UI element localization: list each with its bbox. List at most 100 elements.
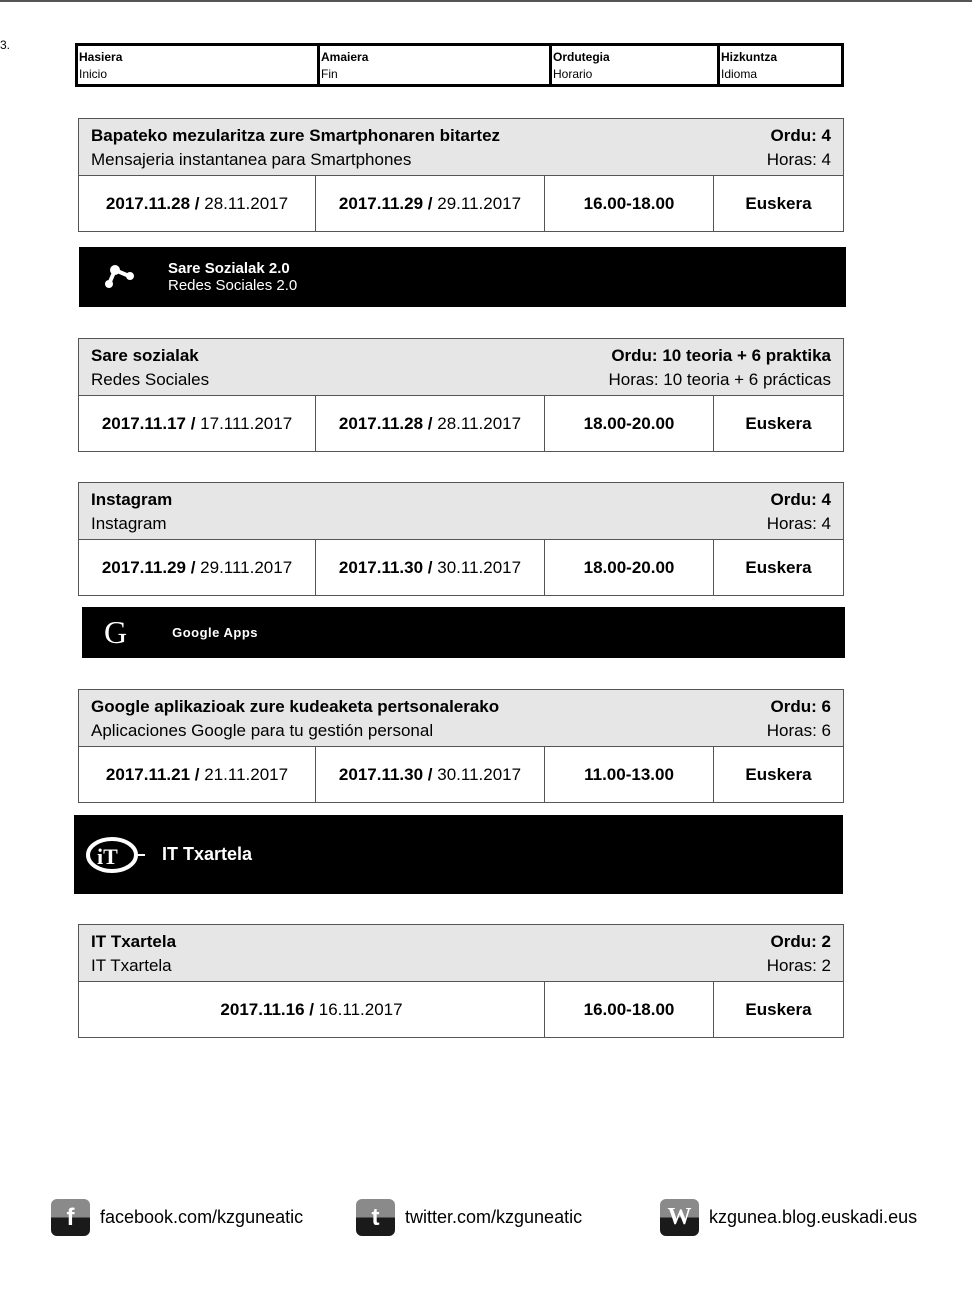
- course-table: Sare sozialak Redes Sociales Ordu: 10 teor…: [78, 338, 844, 452]
- date-eu: 2017.11.16: [220, 999, 305, 1019]
- language-cell: Euskera: [714, 396, 843, 451]
- end-date-sep: /: [423, 764, 438, 784]
- end-date-es: 28.11.2017: [437, 413, 522, 433]
- top-border: [0, 0, 972, 2]
- header-language-es: Idioma: [721, 67, 758, 81]
- schedule-cell: 18.00-20.00: [545, 540, 714, 595]
- language: Euskera: [745, 193, 812, 213]
- schedule-time: 16.00-18.00: [583, 193, 675, 213]
- schedule-cell: 16.00-18.00: [545, 982, 714, 1037]
- course-row: 2017.11.16 / 16.11.2017 16.00-18.00 Eusker…: [79, 982, 843, 1037]
- course-hours-es: Horas: 4: [766, 150, 831, 169]
- end-date-es: 30.11.2017: [437, 557, 522, 577]
- start-date-es: 17.111.2017: [200, 413, 293, 433]
- start-date-sep: /: [190, 193, 205, 213]
- course-title: Google aplikazioak zure kudeaketa pertso…: [91, 695, 499, 746]
- date-es: 16.11.2017: [318, 999, 403, 1019]
- banner-title: Sare Sozialak 2.0: [168, 260, 290, 277]
- start-date-es: 29.111.2017: [200, 557, 293, 577]
- schedule-cell: 16.00-18.00: [545, 176, 714, 231]
- header-start-eu: Hasiera: [79, 50, 123, 64]
- start-date-eu: 2017.11.17: [101, 413, 186, 433]
- footer-facebook-link[interactable]: f facebook.com/kzguneatic: [51, 1199, 303, 1236]
- column-header-table: Hasiera Inicio Amaiera Fin Ordutegia Horari…: [75, 43, 844, 87]
- course-table: Google aplikazioak zure kudeaketa pertso…: [78, 689, 844, 803]
- banner-title: Google Apps: [172, 625, 259, 640]
- course-title: Instagram Instagram: [91, 488, 172, 539]
- footer-twitter-label[interactable]: twitter.com/kzguneatic: [405, 1207, 583, 1227]
- twitter-icon: t: [356, 1199, 395, 1236]
- start-date-sep: /: [185, 557, 201, 577]
- schedule-time: 18.00-20.00: [583, 413, 675, 433]
- course-title-eu: Bapateko mezularitza zure Smartphonaren …: [91, 126, 501, 145]
- wordpress-icon: W: [660, 1199, 699, 1236]
- end-date: 2017.11.28 / 28.11.2017: [316, 396, 545, 451]
- end-date-eu: 2017.11.30: [338, 557, 424, 577]
- course-title-eu: Instagram: [91, 490, 173, 509]
- course-header: IT Txartela IT Txartela Ordu: 2 Horas: 2: [79, 925, 843, 982]
- start-date-sep: /: [185, 413, 201, 433]
- footer-facebook-label[interactable]: facebook.com/kzguneatic: [100, 1207, 304, 1227]
- start-date: 2017.11.28 / 28.11.2017: [79, 176, 316, 231]
- course-title-es: Redes Sociales: [91, 370, 210, 389]
- course-table: Bapateko mezularitza zure Smartphonaren …: [78, 118, 844, 232]
- course-row: 2017.11.21 / 21.11.2017 2017.11.30 / 30.1…: [79, 747, 843, 802]
- footer-blog-label[interactable]: kzgunea.blog.euskadi.eus: [709, 1207, 918, 1227]
- course-title-es: Instagram: [91, 514, 167, 533]
- course-hours: Ordu: 2 Horas: 2: [767, 930, 831, 981]
- course-title-eu: IT Txartela: [91, 932, 177, 951]
- date-sep: /: [304, 999, 319, 1019]
- course-hours: Ordu: 10 teoria + 6 praktika Horas: 10 te…: [608, 344, 831, 395]
- course-title: IT Txartela IT Txartela: [91, 930, 176, 981]
- course-title: Bapateko mezularitza zure Smartphonaren …: [91, 124, 500, 175]
- schedule-cell: 11.00-13.00: [545, 747, 714, 802]
- start-date-sep: /: [190, 764, 205, 784]
- banner-title: IT Txartela: [162, 844, 253, 864]
- google-g-icon: G: [104, 614, 128, 650]
- start-date: 2017.11.17 / 17.111.2017: [79, 396, 316, 451]
- start-date-es: 21.11.2017: [204, 764, 289, 784]
- header-end-eu: Amaiera: [321, 50, 369, 64]
- course-title-eu: Sare sozialak: [91, 346, 199, 365]
- end-date: 2017.11.30 / 30.11.2017: [316, 747, 545, 802]
- banner-it-txartela: iT IT Txartela: [74, 815, 843, 894]
- end-date-sep: /: [423, 557, 438, 577]
- header-end: Amaiera Fin: [320, 46, 552, 84]
- course-row: 2017.11.29 / 29.111.2017 2017.11.30 / 30.…: [79, 540, 843, 595]
- start-date-eu: 2017.11.29: [101, 557, 186, 577]
- course-title-es: Aplicaciones Google para tu gestión pers…: [91, 721, 434, 740]
- end-date-es: 29.11.2017: [437, 193, 522, 213]
- start-date: 2017.11.21 / 21.11.2017: [79, 747, 316, 802]
- end-date-eu: 2017.11.28: [338, 413, 424, 433]
- language-cell: Euskera: [714, 982, 843, 1037]
- schedule-time: 18.00-20.00: [583, 557, 675, 577]
- end-date-sep: /: [423, 193, 438, 213]
- start-date-eu: 2017.11.21: [105, 764, 191, 784]
- course-hours-es: Horas: 6: [766, 721, 831, 740]
- header-language-eu: Hizkuntza: [721, 50, 778, 64]
- course-hours-eu: Ordu: 4: [770, 126, 831, 145]
- course-row: 2017.11.17 / 17.111.2017 2017.11.28 / 28.…: [79, 396, 843, 451]
- start-date-es: 28.11.2017: [204, 193, 289, 213]
- header-schedule: Ordutegia Horario: [552, 46, 720, 84]
- course-header: Instagram Instagram Ordu: 4 Horas: 4: [79, 483, 843, 540]
- svg-text:iT: iT: [97, 844, 118, 869]
- header-schedule-eu: Ordutegia: [553, 50, 610, 64]
- footer-twitter-link[interactable]: t twitter.com/kzguneatic: [356, 1199, 582, 1236]
- schedule-time: 11.00-13.00: [584, 764, 674, 784]
- course-hours: Ordu: 6 Horas: 6: [767, 695, 831, 746]
- banner-google-apps: G Google Apps: [82, 607, 845, 658]
- course-hours-es: Horas: 10 teoria + 6 prácticas: [608, 370, 831, 389]
- course-hours-eu: Ordu: 4: [770, 490, 831, 509]
- course-hours-es: Horas: 2: [766, 956, 831, 975]
- course-hours: Ordu: 4 Horas: 4: [767, 124, 831, 175]
- page-number: 3.: [0, 38, 11, 52]
- it-txartela-logo-icon: iT: [86, 836, 145, 873]
- end-date: 2017.11.30 / 30.11.2017: [316, 540, 545, 595]
- banner-sare-sozialak: Sare Sozialak 2.0 Redes Sociales 2.0: [79, 247, 846, 307]
- language-cell: Euskera: [714, 176, 843, 231]
- end-date-eu: 2017.11.29: [338, 193, 424, 213]
- course-hours-eu: Ordu: 6: [770, 697, 831, 716]
- end-date-sep: /: [423, 413, 438, 433]
